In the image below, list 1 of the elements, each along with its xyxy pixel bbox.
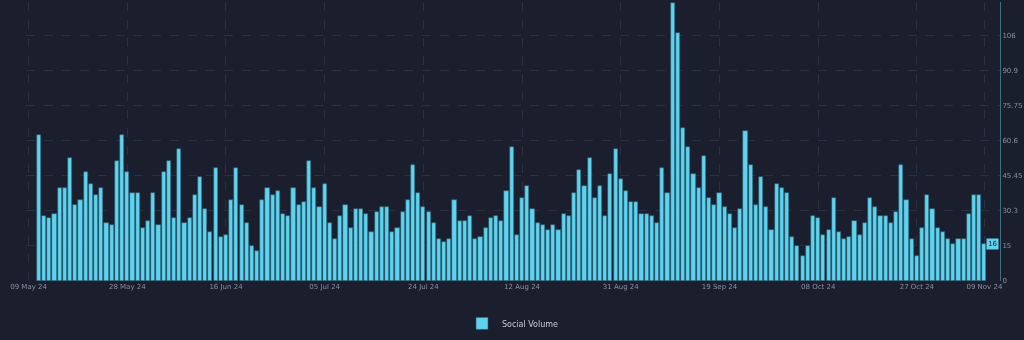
legend-label: Social Volume [502, 319, 559, 329]
